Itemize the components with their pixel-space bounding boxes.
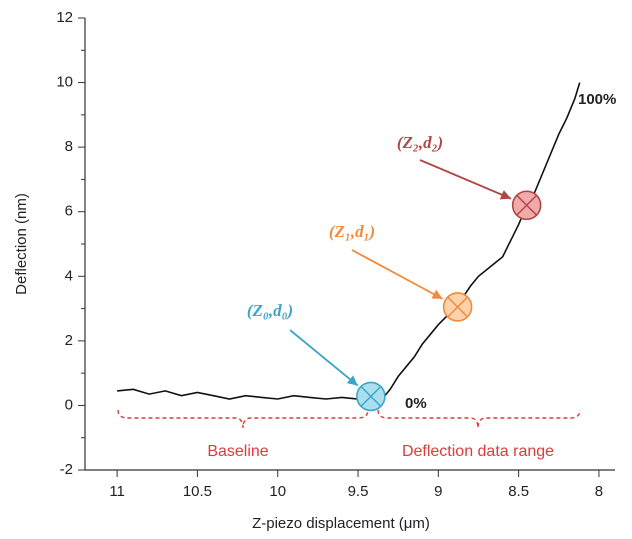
arrow-head [431, 289, 443, 299]
y-tick-label: 2 [65, 332, 73, 349]
arrow-head [499, 190, 512, 200]
point-label: (Z₀,d₀) [247, 301, 293, 320]
x-tick-label: 10 [269, 483, 286, 500]
y-tick-label: -2 [60, 461, 73, 478]
x-tick-label: 10.5 [183, 483, 212, 500]
annotation: Deflection data range [402, 443, 554, 460]
x-tick-label: 8 [595, 483, 603, 500]
point-label: (Z₁,d₁) [329, 222, 375, 241]
x-tick-label: 9 [434, 483, 442, 500]
y-tick-label: 10 [56, 74, 73, 91]
arrow [351, 249, 444, 300]
annotation: 0% [405, 395, 427, 412]
arrow [419, 159, 512, 200]
y-tick-label: 4 [65, 267, 73, 284]
annotation: 100% [578, 91, 616, 108]
point-label: (Z₂,d₂) [397, 133, 443, 152]
y-tick-label: 6 [65, 203, 73, 220]
x-axis-label: Z-piezo displacement (μm) [252, 515, 430, 532]
arrow [289, 329, 359, 387]
baseline-brace [117, 409, 369, 429]
y-tick-label: 12 [56, 9, 73, 26]
x-tick-label: 8.5 [508, 483, 529, 500]
x-tick-label: 11 [109, 483, 125, 500]
y-tick-label: 8 [65, 138, 73, 155]
range-brace [377, 409, 581, 429]
arrow-head [346, 375, 358, 386]
point-cross [360, 385, 382, 407]
y-tick-label: 0 [65, 396, 73, 413]
y-axis-label: Deflection (nm) [13, 193, 30, 295]
point-cross [447, 296, 469, 318]
annotation: Baseline [207, 443, 268, 460]
x-tick-label: 9.5 [348, 483, 369, 500]
point-cross [516, 194, 538, 216]
axes [84, 18, 615, 471]
